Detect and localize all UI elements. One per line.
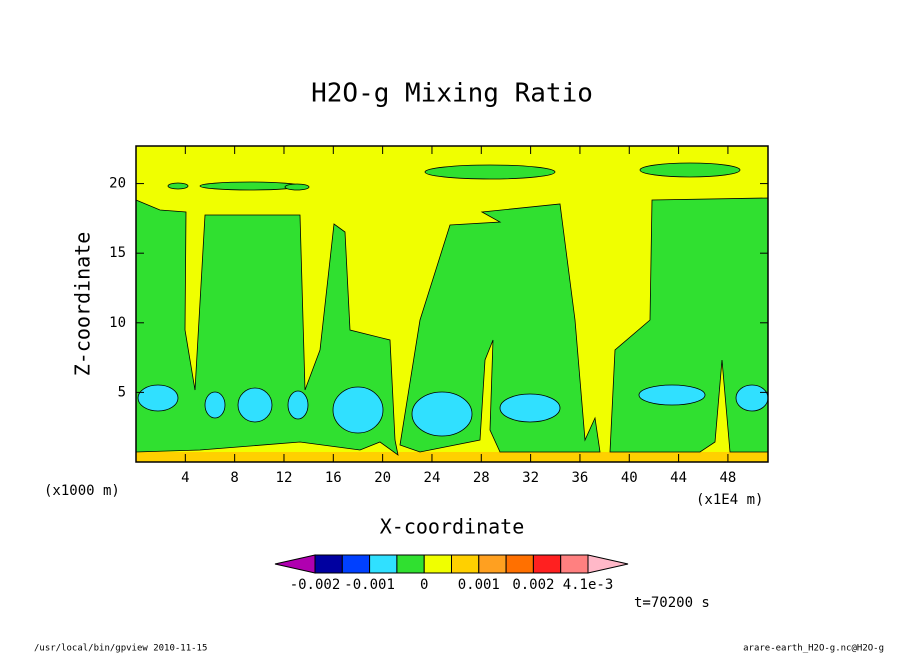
plot-frame bbox=[135, 145, 769, 463]
x-tick-label: 12 bbox=[276, 470, 293, 486]
contour-region bbox=[639, 162, 741, 178]
colorbar-tick-label: 0 bbox=[420, 577, 428, 593]
x-tick-label: 4 bbox=[181, 470, 189, 486]
contour-region bbox=[499, 393, 561, 423]
colorbar-swatch bbox=[478, 554, 507, 574]
contour-regions bbox=[137, 384, 769, 437]
colorbar-extend bbox=[587, 554, 629, 574]
x-tick-label: 32 bbox=[522, 470, 539, 486]
chart-title: H2O-g Mixing Ratio bbox=[311, 79, 593, 109]
colorbar-tick-label: -0.002 bbox=[290, 577, 341, 593]
x-tick-label: 24 bbox=[424, 470, 441, 486]
contour-region bbox=[424, 164, 556, 180]
axis-note: (x1000 m) bbox=[44, 483, 120, 499]
colorbar-extend bbox=[274, 554, 316, 574]
x-tick-label: 20 bbox=[374, 470, 391, 486]
contour-region bbox=[136, 452, 768, 462]
x-tick-label: 28 bbox=[473, 470, 490, 486]
axis-note: (x1E4 m) bbox=[696, 492, 763, 508]
y-tick-label: 20 bbox=[109, 176, 126, 192]
x-axis-label: X-coordinate bbox=[380, 515, 525, 539]
plot-field bbox=[135, 145, 769, 463]
y-axis-label: Z-coordinate bbox=[71, 232, 95, 377]
colorbar-swatch bbox=[314, 554, 343, 574]
x-tick-label: 48 bbox=[719, 470, 736, 486]
footer-text: /usr/local/bin/gpview 2010-11-15 bbox=[34, 644, 207, 654]
x-tick-label: 16 bbox=[325, 470, 342, 486]
colorbar-swatch bbox=[451, 554, 480, 574]
y-tick-label: 15 bbox=[109, 245, 126, 261]
contour-region bbox=[332, 386, 384, 434]
y-tick-label: 5 bbox=[118, 384, 126, 400]
colorbar-tick-label: -0.001 bbox=[344, 577, 395, 593]
contour-region bbox=[237, 387, 273, 423]
contour-region bbox=[411, 391, 473, 437]
contour-region bbox=[167, 182, 189, 190]
x-tick-label: 8 bbox=[230, 470, 238, 486]
contour-region bbox=[638, 384, 706, 406]
colorbar-swatch bbox=[396, 554, 425, 574]
contour-region bbox=[287, 390, 309, 420]
colorbar-swatch bbox=[423, 554, 453, 574]
footer-text: arare-earth_H2O-g.nc@H2O-g bbox=[743, 644, 884, 654]
colorbar-swatch bbox=[532, 554, 562, 574]
colorbar-tick-label: 4.1e-3 bbox=[563, 577, 614, 593]
contour-region bbox=[135, 199, 399, 456]
time-label: t=70200 s bbox=[634, 595, 710, 611]
contour-region bbox=[284, 183, 310, 191]
colorbar-tick-label: 0.001 bbox=[458, 577, 500, 593]
colorbar-tick-label: 0.002 bbox=[512, 577, 554, 593]
contour-region bbox=[399, 203, 601, 453]
colorbar-swatch bbox=[369, 554, 398, 574]
contour-region bbox=[735, 384, 769, 412]
contour-region bbox=[137, 384, 179, 412]
x-tick-label: 40 bbox=[621, 470, 638, 486]
colorbar-swatch bbox=[560, 554, 589, 574]
x-tick-label: 44 bbox=[670, 470, 687, 486]
colorbar-swatch bbox=[505, 554, 534, 574]
contour-region bbox=[204, 391, 226, 419]
y-tick-label: 10 bbox=[109, 315, 126, 331]
x-tick-label: 36 bbox=[572, 470, 589, 486]
colorbar-swatch bbox=[341, 554, 371, 574]
